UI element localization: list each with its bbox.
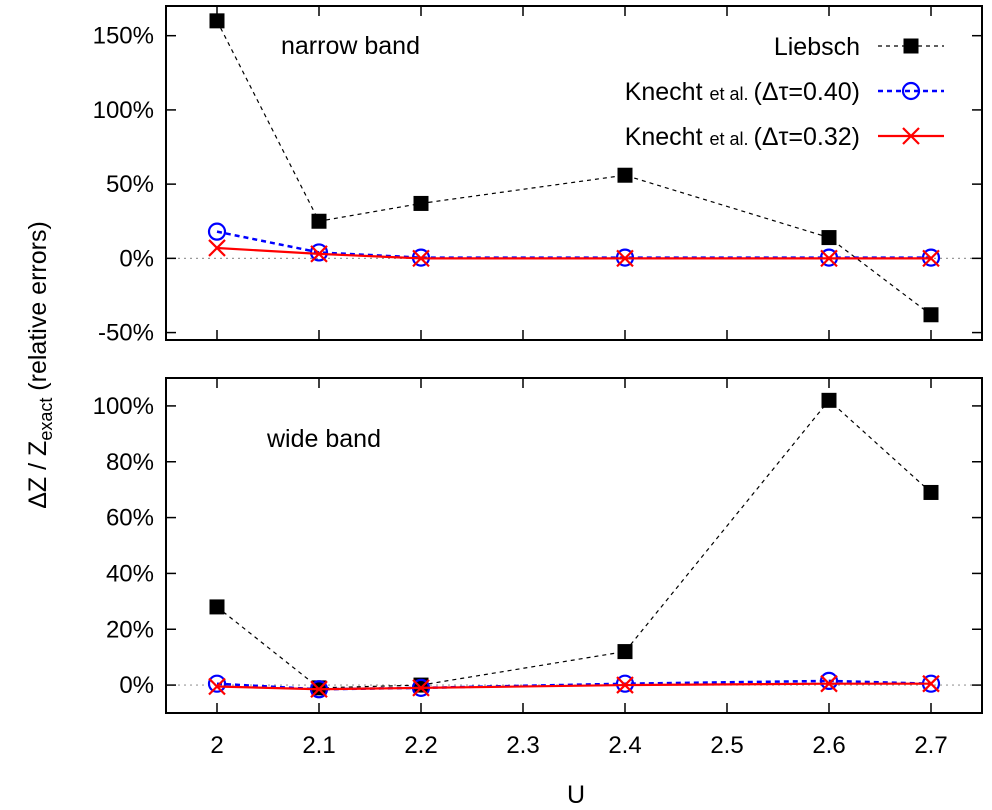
panel-narrow-band: 150% 100% 50% 0% -50% narrow band bbox=[93, 5, 983, 347]
data-point-liebsch bbox=[923, 307, 939, 323]
legend-entry-liebsch: Liebsch bbox=[774, 33, 944, 61]
y-tick-label: -50% bbox=[98, 320, 154, 347]
data-point-liebsch bbox=[209, 599, 225, 615]
plot-frame bbox=[165, 377, 983, 714]
data-point-liebsch bbox=[413, 195, 429, 211]
data-point-liebsch bbox=[617, 644, 633, 660]
x-tick-label: 2.4 bbox=[608, 732, 641, 759]
panel-label: narrow band bbox=[281, 32, 420, 60]
series-liebsch bbox=[209, 13, 939, 323]
y-tick-label: 20% bbox=[106, 616, 154, 643]
data-point-knecht32 bbox=[922, 249, 940, 268]
data-point-knecht32 bbox=[310, 245, 328, 263]
data-point-liebsch bbox=[923, 484, 939, 500]
x-tick-label: 2.2 bbox=[404, 732, 437, 759]
y-tick-label: 80% bbox=[106, 449, 154, 476]
panel-wide-band: 100% 80% 60% 40% 20% 0% 2 2.1 2.2 2.3 2.4 2.5 2.6 2.7… bbox=[93, 377, 983, 759]
series-knecht32 bbox=[208, 674, 940, 699]
series-line-liebsch bbox=[216, 399, 932, 689]
data-point-knecht40 bbox=[207, 674, 227, 693]
legend: Liebsch Knecht et al. (Δτ=0.40) Knecht et … bbox=[625, 33, 944, 151]
legend-label: Knecht et al. (Δτ=0.40) bbox=[625, 78, 860, 106]
y-tick-label: 60% bbox=[106, 505, 154, 532]
y-tick-label: 100% bbox=[93, 393, 154, 420]
y-tick-label: 50% bbox=[106, 171, 154, 198]
x-tick-label: 2.3 bbox=[506, 732, 539, 759]
legend-label: Knecht et al. (Δτ=0.32) bbox=[625, 123, 860, 151]
x-tick-label: 2.7 bbox=[914, 732, 947, 759]
data-point-knecht32 bbox=[208, 239, 226, 257]
x-tick-label: 2 bbox=[210, 732, 223, 759]
legend-entry-knecht40: Knecht et al. (Δτ=0.40) bbox=[625, 78, 944, 106]
data-point-liebsch bbox=[821, 230, 837, 246]
panel-label: wide band bbox=[266, 425, 381, 453]
data-point-knecht40 bbox=[615, 674, 635, 693]
y-tick-label: 150% bbox=[93, 23, 154, 50]
plot-frame bbox=[165, 5, 983, 341]
y-tick-label: 0% bbox=[119, 245, 154, 272]
legend-label: Liebsch bbox=[774, 33, 860, 61]
data-point-knecht40 bbox=[819, 671, 839, 690]
legend-swatch-marker bbox=[902, 127, 920, 145]
data-point-knecht32 bbox=[412, 249, 430, 268]
series-line-knecht32 bbox=[216, 246, 931, 260]
y-tick-label: 0% bbox=[119, 672, 154, 699]
data-point-liebsch bbox=[311, 213, 327, 229]
data-point-knecht40 bbox=[207, 222, 227, 241]
series-line-knecht32 bbox=[216, 682, 931, 691]
series-line-liebsch bbox=[216, 20, 932, 316]
x-tick-label: 2.6 bbox=[812, 732, 845, 759]
data-point-liebsch bbox=[209, 13, 225, 29]
legend-swatch-marker bbox=[901, 81, 921, 101]
legend-entry-knecht32: Knecht et al. (Δτ=0.32) bbox=[625, 123, 944, 151]
y-tick-label: 40% bbox=[106, 560, 154, 587]
data-point-knecht32 bbox=[922, 674, 940, 693]
series-knecht32 bbox=[208, 239, 940, 268]
data-point-knecht32 bbox=[616, 249, 634, 268]
data-point-knecht32 bbox=[412, 679, 430, 697]
data-point-knecht32 bbox=[820, 249, 838, 268]
x-tick-label: 2.5 bbox=[710, 732, 743, 759]
data-point-knecht32 bbox=[820, 674, 838, 693]
y-tick-label: 100% bbox=[93, 97, 154, 124]
data-point-liebsch bbox=[821, 392, 837, 408]
x-tick-label: 2.1 bbox=[302, 732, 335, 759]
data-point-knecht32 bbox=[616, 676, 634, 694]
y-axis-label-subscript: exact bbox=[36, 398, 56, 441]
legend-swatch-marker bbox=[903, 38, 919, 54]
data-point-knecht32 bbox=[310, 680, 328, 699]
data-point-liebsch bbox=[617, 167, 633, 183]
panels-layer: 150% 100% 50% 0% -50% narrow band 100% 80% 60% 40… bbox=[93, 5, 983, 759]
data-point-knecht32 bbox=[208, 677, 226, 696]
y-axis-label: ΔZ / Zexact (relative errors) bbox=[24, 221, 56, 509]
x-axis-label: U bbox=[567, 781, 585, 809]
